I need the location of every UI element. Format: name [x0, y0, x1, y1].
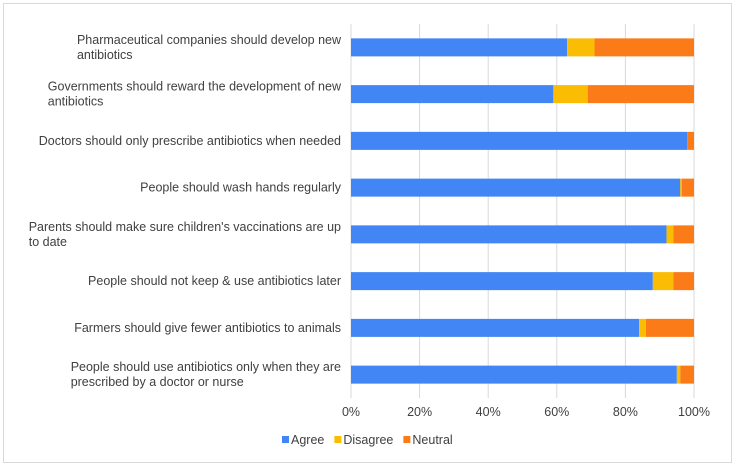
category-label-line: Doctors should only prescribe antibiotic… [39, 134, 341, 148]
category-label-line: People should use antibiotics only when … [71, 360, 341, 374]
bar-agree [351, 225, 667, 244]
bar-neutral [687, 131, 694, 150]
x-tick-label: 60% [544, 405, 569, 419]
x-tick-label: 40% [476, 405, 501, 419]
gridlines [350, 24, 695, 398]
x-tick-label: 80% [613, 405, 638, 419]
x-tick-label: 100% [678, 405, 710, 419]
bar-disagree [666, 225, 674, 244]
bar-agree [351, 178, 681, 197]
category-label-line: antibiotics [77, 48, 133, 62]
bar-agree [351, 131, 688, 150]
legend: Agree Disagree Neutral [282, 433, 453, 447]
legend-swatch-disagree [334, 436, 342, 443]
bar-agree [351, 85, 554, 104]
category-label-line: Pharmaceutical companies should develop … [77, 33, 342, 47]
category-label-line: Farmers should give fewer antibiotics to… [74, 321, 341, 335]
category-label: Pharmaceutical companies should develop … [77, 33, 342, 62]
category-label: People should not keep & use antibiotics… [88, 274, 341, 288]
bar-disagree [639, 318, 646, 337]
bar-disagree [680, 178, 682, 197]
bar-neutral [673, 225, 694, 244]
bar-agree [351, 365, 677, 384]
category-label-line: antibiotics [48, 95, 104, 109]
bar-neutral [680, 365, 694, 384]
x-tick-label: 20% [407, 405, 432, 419]
bar-neutral [645, 318, 694, 337]
legend-label-agree: Agree [291, 433, 324, 447]
category-label: Doctors should only prescribe antibiotic… [39, 134, 341, 148]
bar-agree [351, 318, 640, 337]
bar-agree [351, 38, 568, 57]
bar-neutral [681, 178, 694, 197]
category-label-line: Governments should reward the developmen… [48, 80, 342, 94]
category-label: People should wash hands regularly [140, 181, 342, 195]
category-label-line: People should not keep & use antibiotics… [88, 274, 341, 288]
legend-label-neutral: Neutral [412, 433, 452, 447]
bar-neutral [587, 85, 694, 104]
bar-disagree [652, 272, 674, 291]
category-label: People should use antibiotics only when … [71, 360, 341, 389]
x-tick-labels: 0% 20% 40% 60% 80% 100% [342, 405, 710, 419]
x-tick-label: 0% [342, 405, 360, 419]
bar-neutral [673, 272, 694, 291]
category-label: Governments should reward the developmen… [48, 80, 342, 109]
bar-neutral [594, 38, 694, 57]
category-label-line: People should wash hands regularly [140, 181, 342, 195]
legend-label-disagree: Disagree [343, 433, 393, 447]
legend-swatch-agree [282, 436, 289, 443]
category-label-line: prescribed by a doctor or nurse [71, 375, 244, 389]
category-labels: Pharmaceutical companies should develop … [29, 33, 342, 389]
bar-disagree [567, 38, 595, 57]
bar-agree [351, 272, 653, 291]
bars [351, 38, 694, 384]
category-label-line: Parents should make sure children's vacc… [29, 220, 341, 234]
category-label-line: to date [29, 235, 67, 249]
category-label: Parents should make sure children's vacc… [29, 220, 341, 249]
legend-swatch-neutral [403, 436, 411, 443]
bar-disagree [676, 365, 681, 384]
bar-disagree [553, 85, 588, 104]
category-label: Farmers should give fewer antibiotics to… [74, 321, 341, 335]
